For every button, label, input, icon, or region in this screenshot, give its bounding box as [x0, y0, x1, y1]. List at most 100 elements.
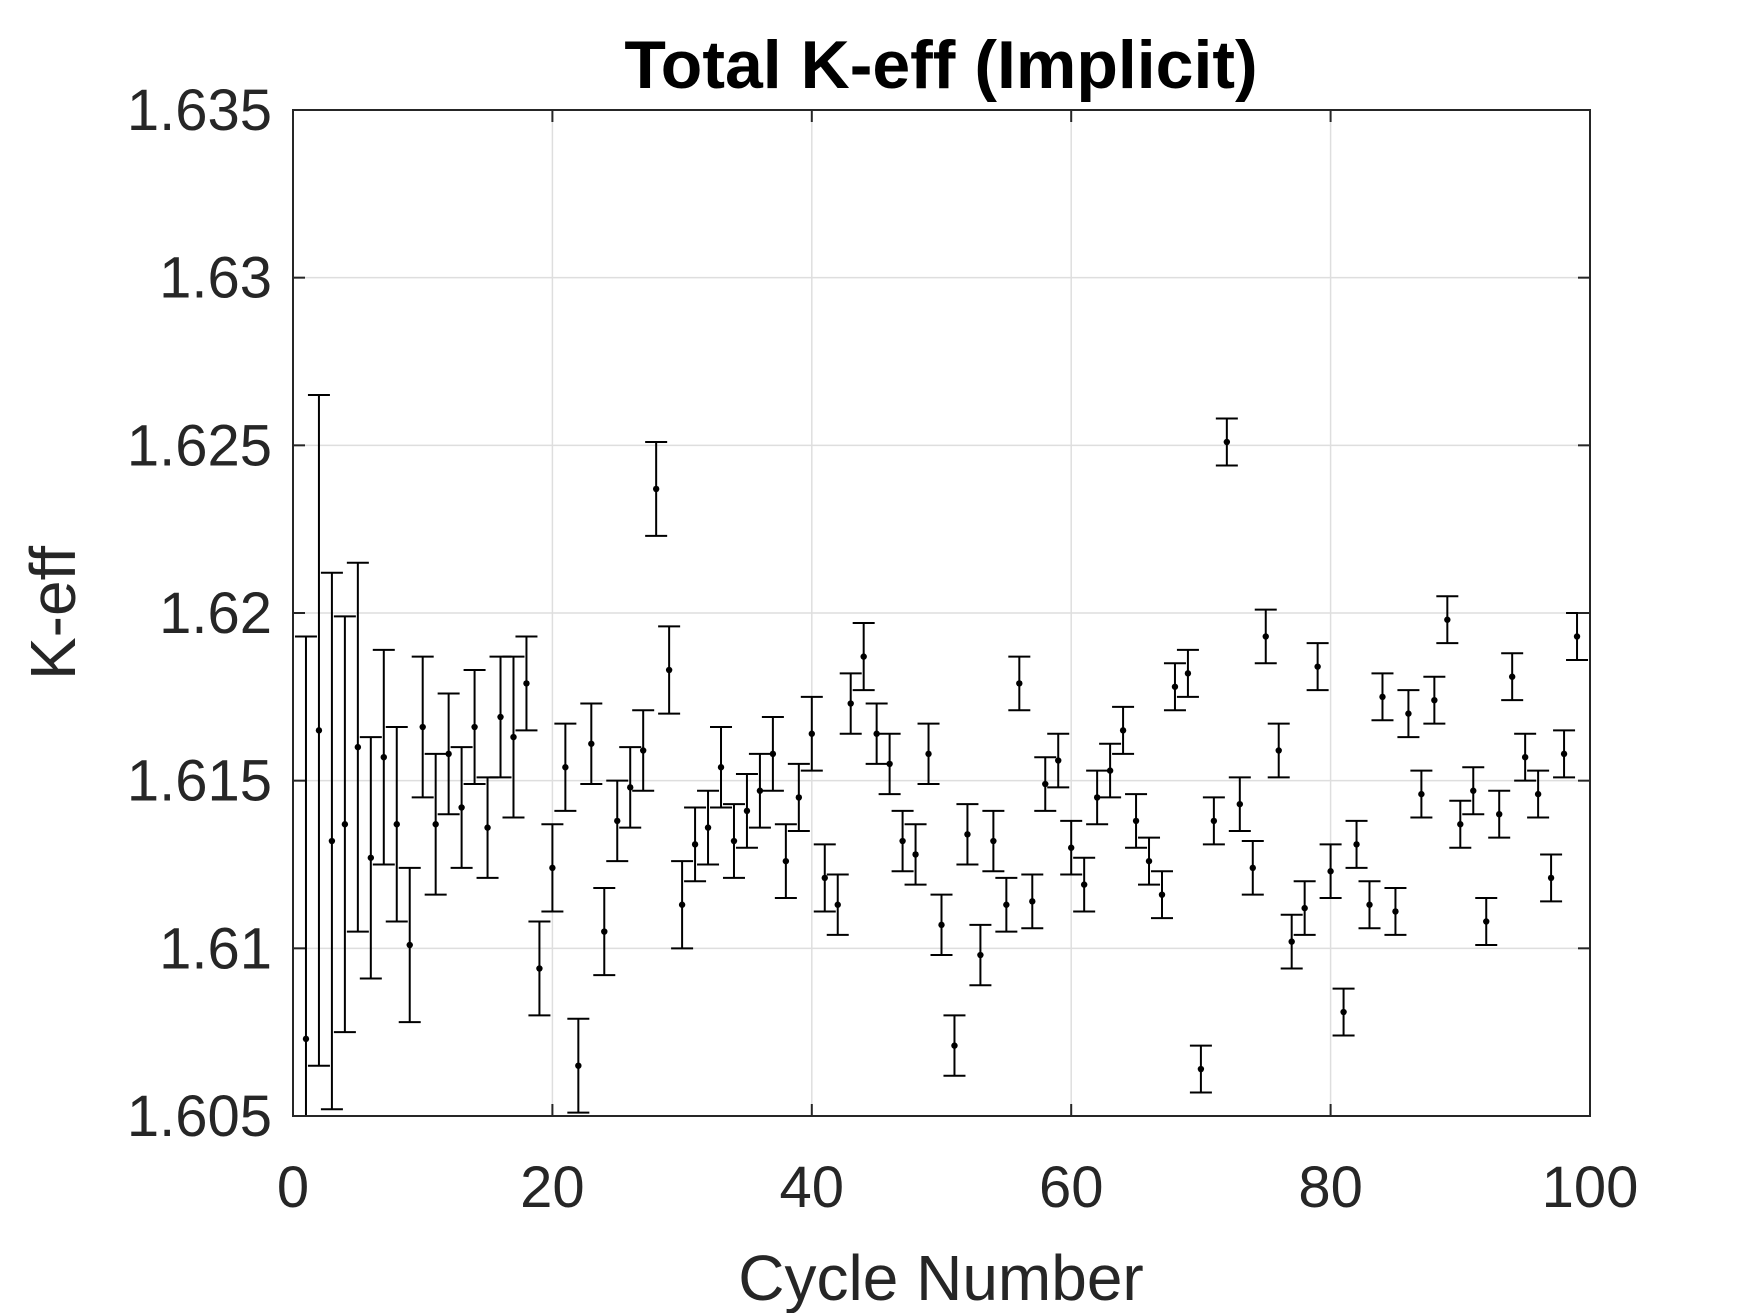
- data-point: [1016, 680, 1023, 687]
- data-point: [614, 817, 621, 825]
- tick-marks: [292, 109, 1591, 1117]
- data-point: [951, 1042, 958, 1049]
- data-point: [1560, 750, 1568, 758]
- data-point: [1405, 710, 1412, 717]
- data-point: [380, 753, 387, 761]
- data-point: [302, 1035, 310, 1043]
- data-point: [808, 730, 815, 737]
- data-point: [1483, 918, 1490, 925]
- data-point: [977, 951, 984, 959]
- data-point: [691, 841, 699, 848]
- x-axis-label: Cycle Number: [738, 1242, 1143, 1313]
- data-point: [964, 831, 971, 838]
- data-point: [1314, 663, 1321, 670]
- x-axis-tick-labels: 0 20 40 60 80 100: [277, 1155, 1639, 1220]
- y-axis-tick-labels: 1.605 1.61 1.615 1.62 1.625 1.63 1.635: [127, 78, 272, 1149]
- data-point: [1340, 1008, 1347, 1016]
- data-point: [1534, 790, 1542, 798]
- y-tick-label: 1.635: [127, 78, 272, 143]
- data-point: [1392, 908, 1399, 915]
- data-point: [523, 680, 530, 687]
- data-point: [445, 750, 452, 758]
- data-point: [1210, 817, 1218, 825]
- data-point: [1184, 670, 1192, 677]
- data-point: [652, 485, 660, 493]
- chart-title: Total K-eff (Implicit): [624, 27, 1257, 103]
- data-point: [1029, 898, 1036, 905]
- data-point: [795, 794, 803, 801]
- data-point: [1301, 904, 1308, 912]
- data-point: [639, 747, 647, 754]
- data-point: [549, 864, 556, 872]
- data-points: [302, 438, 1581, 1073]
- y-tick-label: 1.615: [127, 749, 272, 814]
- data-point: [1431, 696, 1438, 704]
- data-point: [743, 807, 751, 815]
- data-point: [1042, 780, 1049, 788]
- data-point: [1262, 633, 1269, 640]
- data-point: [1379, 693, 1386, 701]
- data-point: [834, 901, 841, 908]
- data-point: [1353, 841, 1360, 848]
- data-point: [1547, 874, 1555, 882]
- data-point: [406, 941, 413, 949]
- data-point: [471, 723, 478, 731]
- data-point: [756, 787, 764, 794]
- data-point: [1444, 616, 1451, 623]
- data-point: [1573, 633, 1581, 640]
- data-point: [1080, 881, 1088, 888]
- data-point: [432, 821, 439, 828]
- data-point: [484, 824, 491, 831]
- data-point: [1236, 800, 1244, 808]
- data-point: [1508, 673, 1516, 680]
- data-point: [1132, 817, 1140, 825]
- data-point: [1106, 767, 1114, 774]
- data-point: [1197, 1065, 1205, 1073]
- data-point: [1288, 938, 1295, 945]
- data-point: [562, 764, 569, 771]
- data-point: [1145, 857, 1153, 865]
- data-point: [419, 723, 426, 731]
- data-point: [1327, 868, 1334, 875]
- data-point: [1158, 891, 1166, 898]
- data-point: [328, 837, 336, 845]
- data-point: [730, 837, 738, 845]
- data-point: [912, 851, 919, 858]
- data-point: [717, 764, 725, 771]
- data-point: [990, 837, 997, 845]
- data-point: [1068, 844, 1075, 851]
- data-point: [1119, 727, 1127, 734]
- data-point: [1496, 811, 1503, 818]
- data-point: [601, 928, 608, 935]
- x-tick-label: 40: [780, 1155, 845, 1220]
- data-point: [1223, 438, 1231, 446]
- data-point: [704, 824, 712, 831]
- x-tick-label: 0: [277, 1155, 309, 1220]
- data-point: [782, 857, 790, 865]
- data-point: [1470, 787, 1477, 794]
- data-point: [458, 804, 465, 811]
- data-point: [341, 821, 349, 828]
- y-axis-label: K-eff: [17, 546, 89, 680]
- data-point: [1418, 790, 1425, 798]
- data-point: [575, 1062, 582, 1069]
- data-point: [367, 854, 375, 861]
- data-point: [315, 727, 323, 734]
- x-tick-label: 80: [1298, 1155, 1363, 1220]
- data-point: [678, 901, 686, 908]
- data-point: [665, 666, 673, 674]
- data-point: [536, 965, 543, 972]
- data-point: [1521, 753, 1529, 761]
- data-point: [860, 653, 867, 660]
- y-tick-label: 1.63: [159, 246, 272, 311]
- y-tick-label: 1.625: [127, 413, 272, 478]
- data-point: [510, 733, 517, 741]
- data-point: [873, 730, 880, 737]
- data-point: [886, 760, 893, 768]
- data-point: [769, 750, 777, 758]
- data-point: [497, 713, 504, 721]
- data-point: [1093, 794, 1101, 801]
- y-tick-label: 1.62: [159, 581, 272, 646]
